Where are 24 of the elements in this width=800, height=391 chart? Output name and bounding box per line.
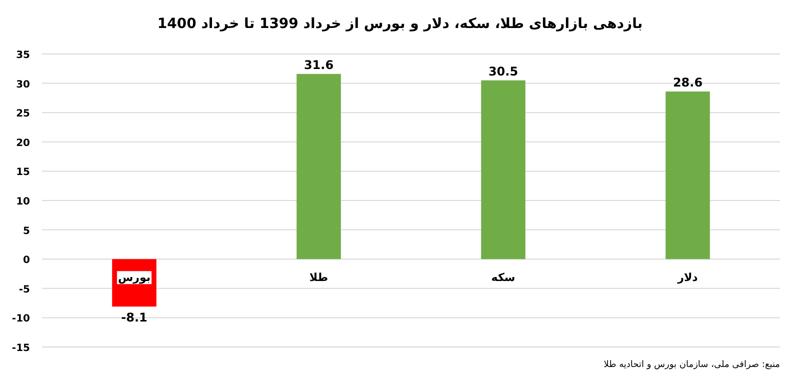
y-tick-label: -5: [18, 284, 30, 296]
y-tick-label: 20: [16, 138, 30, 149]
bar: [296, 74, 341, 260]
y-tick-label: 0: [23, 255, 30, 266]
y-tick-label: 15: [16, 167, 30, 178]
y-tick-label: 25: [16, 108, 30, 120]
y-tick-label: -10: [12, 314, 30, 325]
x-tick-label: دلار: [676, 271, 698, 284]
x-tick-label: بورس: [118, 271, 151, 284]
bar: [481, 80, 526, 260]
data-label: 30.5: [488, 64, 518, 78]
y-tick-label: 30: [16, 79, 30, 90]
text: منبع: صرافی ملی، سازمان بورس و اتحادیه طلا: [604, 360, 780, 370]
bar: [666, 92, 710, 260]
y-tick-label: 5: [23, 226, 30, 237]
x-tick-label: سکه: [491, 271, 516, 284]
y-tick-label: 10: [16, 196, 30, 208]
chart-title: بازدهی بازارهای طلا، سکه، دلار و بورس از خرداد 1399 تا خرداد 1400: [157, 16, 643, 32]
data-label: 28.6: [672, 76, 703, 90]
data-label: 31.6: [304, 58, 334, 72]
data-label: -8.1: [121, 310, 148, 325]
x-tick-label: طلا: [309, 271, 328, 284]
y-tick-label: -15: [12, 343, 30, 354]
y-tick-label: 35: [16, 50, 30, 61]
